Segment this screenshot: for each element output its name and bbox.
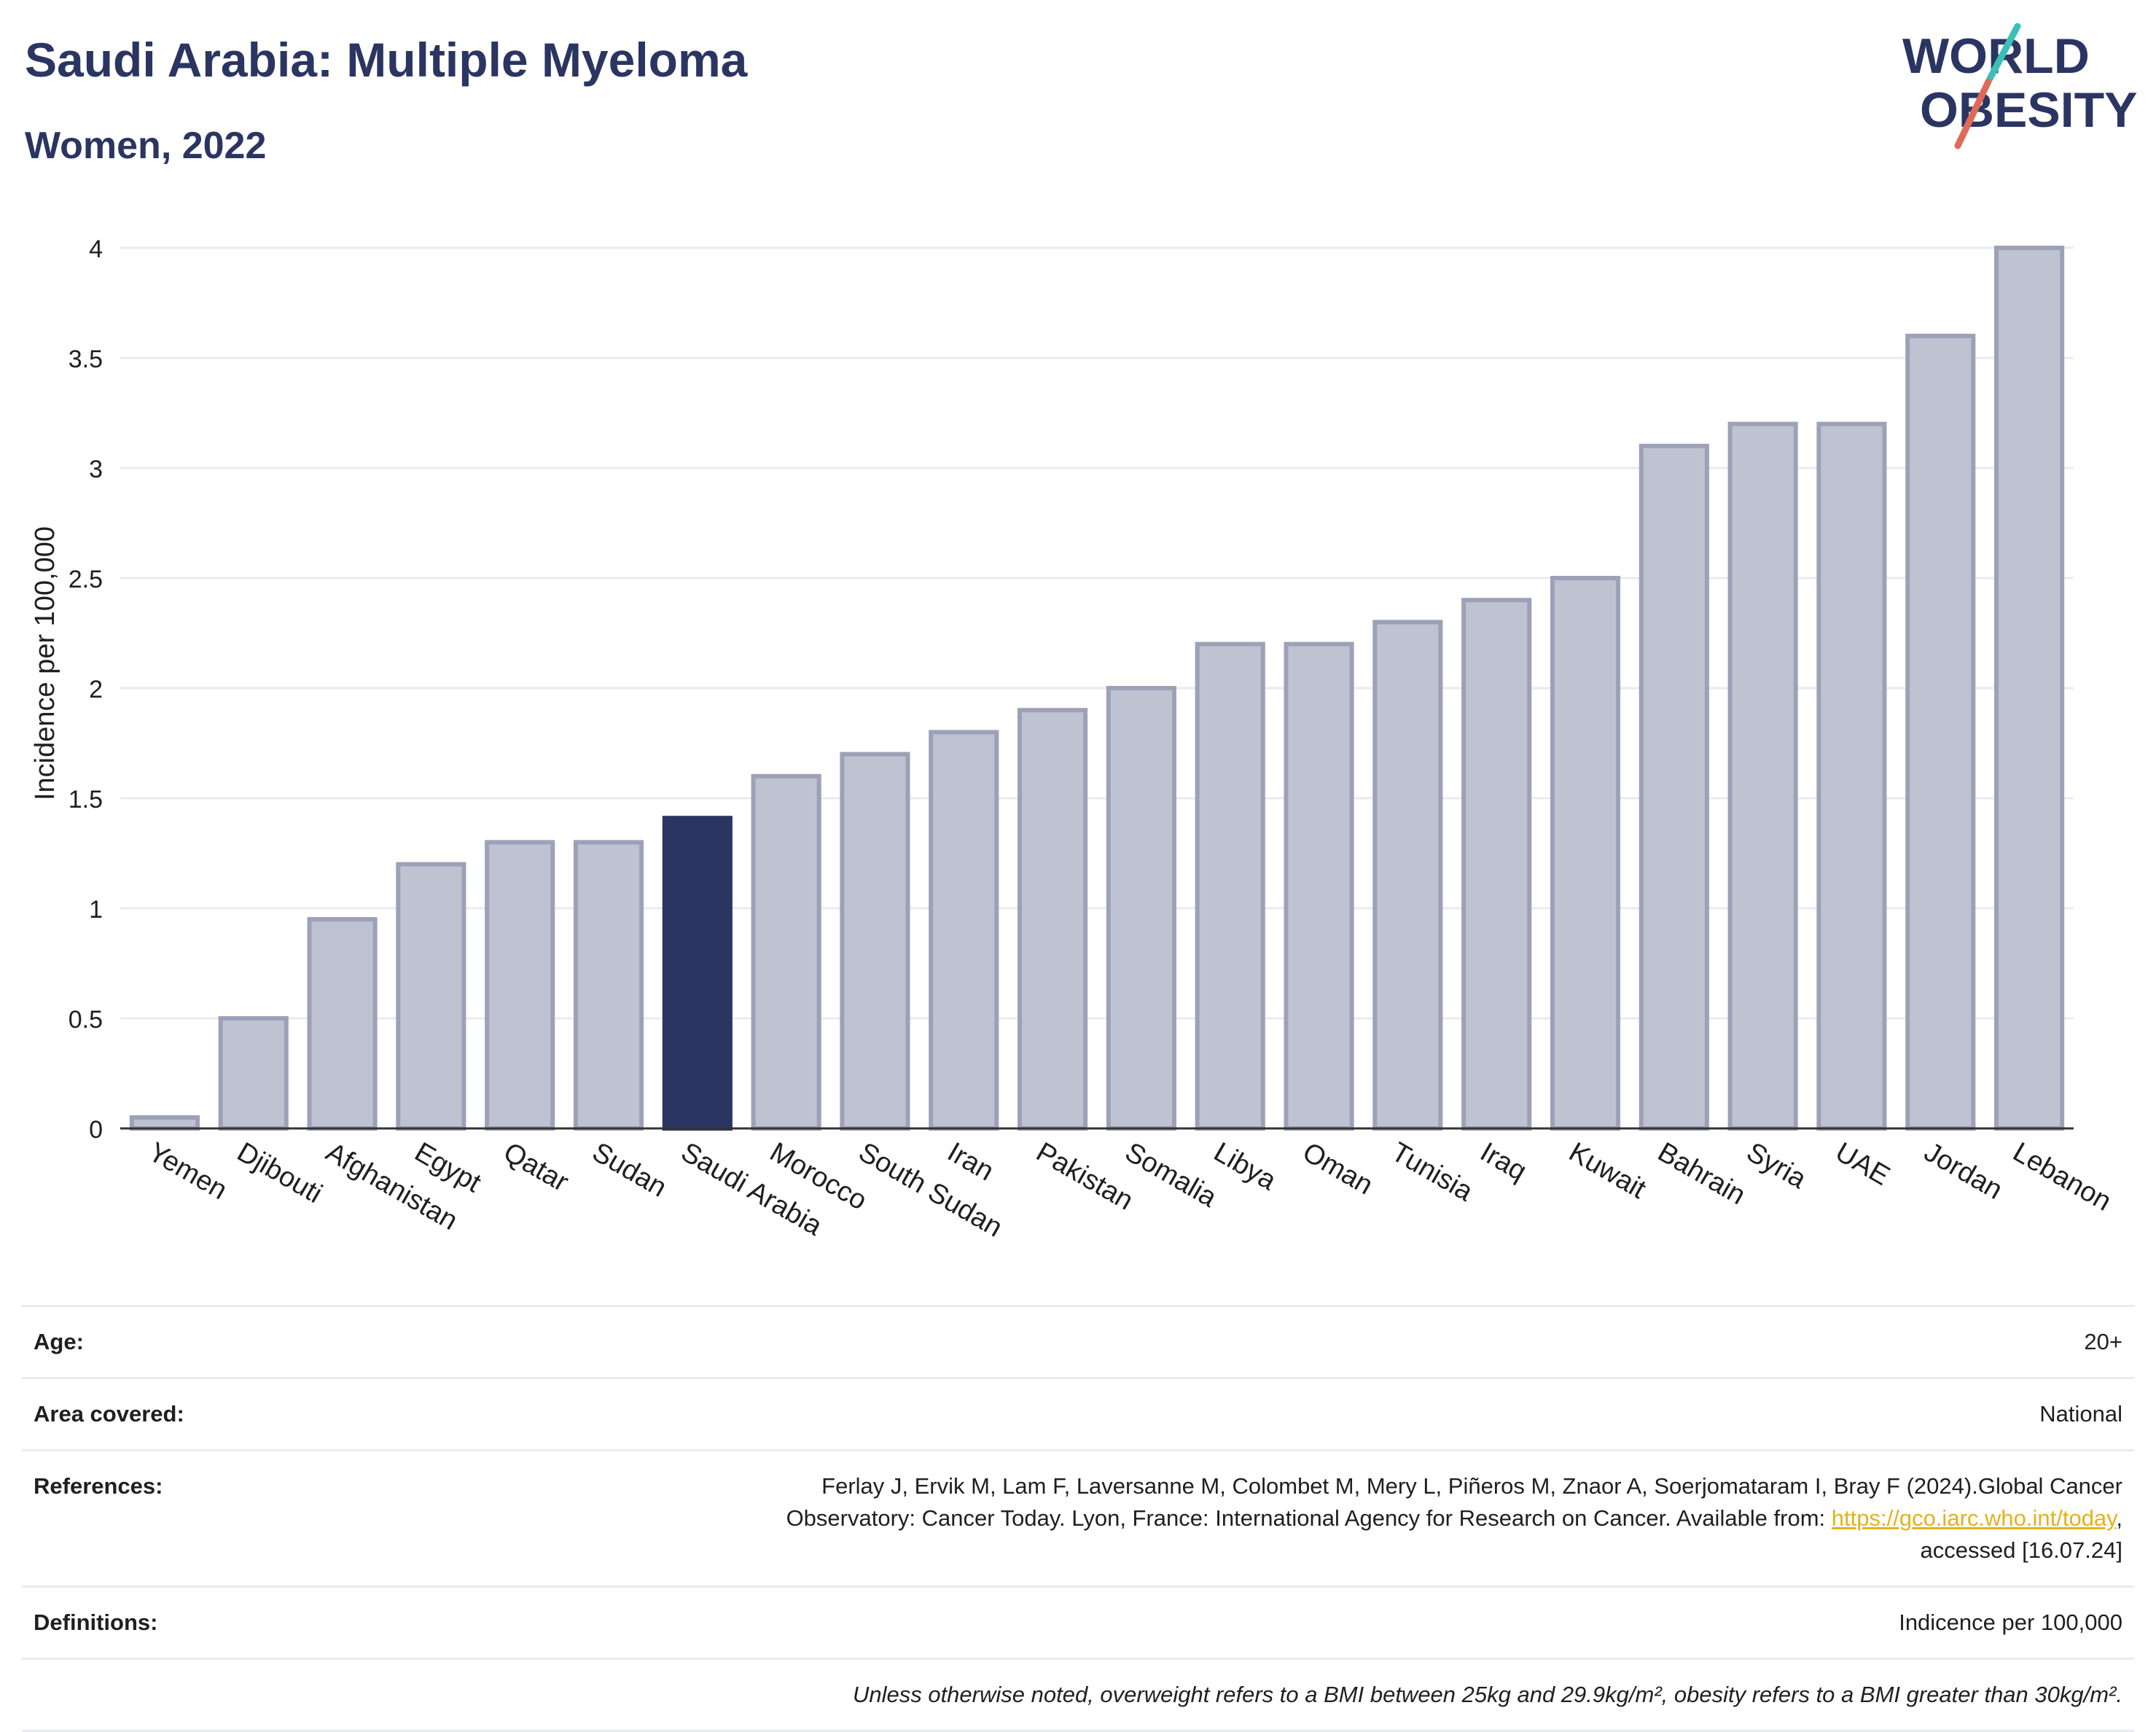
x-tick-label: Kuwait bbox=[1563, 1136, 1651, 1205]
reference-text-1: Ferlay J, Ervik M, Lam F, Laversanne M, … bbox=[821, 1473, 2122, 1499]
x-tick-label: Qatar bbox=[499, 1136, 574, 1198]
bar-jordan bbox=[1905, 333, 1976, 1131]
bar-qatar bbox=[485, 840, 555, 1131]
reference-text-2: Observatory: Cancer Today. Lyon, France:… bbox=[786, 1505, 1832, 1531]
x-tick-label: Djibouti bbox=[232, 1136, 327, 1209]
info-row-definitions: Definitions: Indicence per 100,000 bbox=[22, 1585, 2134, 1659]
info-table: Age: 20+ Area covered: National Referenc… bbox=[22, 1305, 2134, 1732]
logo-slash-coral bbox=[1954, 78, 1992, 149]
y-axis-label: Incidence per 100,000 bbox=[30, 526, 60, 800]
reference-text-3: accessed [16.07.24] bbox=[1920, 1537, 2122, 1563]
info-row-area: Area covered: National bbox=[22, 1377, 2134, 1451]
y-tick-label: 1.5 bbox=[69, 786, 103, 814]
page-subtitle: Women, 2022 bbox=[25, 125, 267, 167]
bar-lebanon bbox=[1994, 246, 2065, 1131]
x-tick-label: Pakistan bbox=[1031, 1136, 1138, 1216]
y-tick-label: 4 bbox=[89, 235, 103, 263]
logo-line-2: OBESITY bbox=[1920, 82, 2138, 138]
x-tick-label: Iraq bbox=[1475, 1136, 1532, 1187]
area-label: Area covered: bbox=[22, 1377, 424, 1451]
x-tick-label: Tunisia bbox=[1386, 1136, 1479, 1207]
y-tick-label: 2 bbox=[89, 676, 103, 703]
info-row-references: References: Ferlay J, Ervik M, Lam F, La… bbox=[22, 1449, 2134, 1587]
definitions-value: Indicence per 100,000 bbox=[424, 1585, 2134, 1659]
x-tick-label: Sudan bbox=[587, 1136, 671, 1203]
y-tick-label: 3 bbox=[89, 456, 103, 483]
definitions-label: Definitions: bbox=[22, 1585, 424, 1659]
bmi-note: Unless otherwise noted, overweight refer… bbox=[424, 1658, 2134, 1732]
bar-tunisia bbox=[1372, 620, 1443, 1131]
bar-iraq bbox=[1461, 598, 1532, 1131]
bar-morocco bbox=[751, 773, 821, 1131]
bar-bahrain bbox=[1639, 443, 1709, 1131]
x-tick-label: UAE bbox=[1830, 1136, 1895, 1191]
info-row-age: Age: 20+ bbox=[22, 1305, 2134, 1378]
reference-link[interactable]: https://gco.iarc.who.int/today bbox=[1831, 1505, 2117, 1531]
y-tick-label: 3.5 bbox=[69, 346, 103, 373]
info-row-note: Unless otherwise noted, overweight refer… bbox=[22, 1658, 2134, 1732]
x-tick-label: Somalia bbox=[1120, 1136, 1222, 1213]
x-tick-label: Yemen bbox=[143, 1136, 232, 1206]
bar-afghanistan bbox=[307, 917, 378, 1131]
logo-slash-teal bbox=[1986, 23, 2021, 82]
bar-pakistan bbox=[1018, 708, 1088, 1131]
y-tick-label: 0.5 bbox=[69, 1006, 103, 1034]
bar-libya bbox=[1195, 641, 1265, 1131]
bar-oman bbox=[1284, 641, 1354, 1131]
bar-kuwait bbox=[1550, 576, 1621, 1131]
bar-sudan bbox=[573, 840, 644, 1131]
bar-saudi-arabia bbox=[662, 816, 733, 1131]
bar-iran bbox=[929, 730, 999, 1131]
world-obesity-logo: WORLD OBESITY bbox=[1902, 23, 2138, 149]
x-tick-label: Jordan bbox=[1919, 1136, 2008, 1205]
x-tick-label: Syria bbox=[1741, 1136, 1812, 1195]
bar-uae bbox=[1816, 421, 1887, 1131]
bar-djibouti bbox=[218, 1016, 289, 1131]
bar-egypt bbox=[396, 862, 466, 1131]
bar-somalia bbox=[1106, 686, 1176, 1131]
references-value: Ferlay J, Ervik M, Lam F, Laversanne M, … bbox=[424, 1449, 2134, 1587]
age-value: 20+ bbox=[424, 1305, 2134, 1378]
age-label: Age: bbox=[22, 1305, 424, 1378]
logo-line-1: WORLD bbox=[1902, 28, 2090, 84]
x-tick-label: Lebanon bbox=[2008, 1136, 2117, 1217]
bar-yemen bbox=[129, 1115, 200, 1131]
y-tick-label: 0 bbox=[89, 1116, 103, 1144]
references-label: References: bbox=[22, 1449, 424, 1587]
x-tick-label: Oman bbox=[1297, 1136, 1378, 1201]
bars bbox=[129, 246, 2065, 1131]
x-tick-label: Iran bbox=[942, 1136, 999, 1187]
bar-syria bbox=[1727, 421, 1798, 1131]
bar-south-sudan bbox=[840, 752, 910, 1131]
x-tick-label: Bahrain bbox=[1652, 1136, 1750, 1211]
area-value: National bbox=[424, 1377, 2134, 1451]
y-tick-label: 1 bbox=[89, 896, 103, 924]
note-label-empty bbox=[22, 1658, 424, 1732]
y-tick-label: 2.5 bbox=[69, 566, 103, 593]
page-title: Saudi Arabia: Multiple Myeloma bbox=[25, 33, 748, 87]
